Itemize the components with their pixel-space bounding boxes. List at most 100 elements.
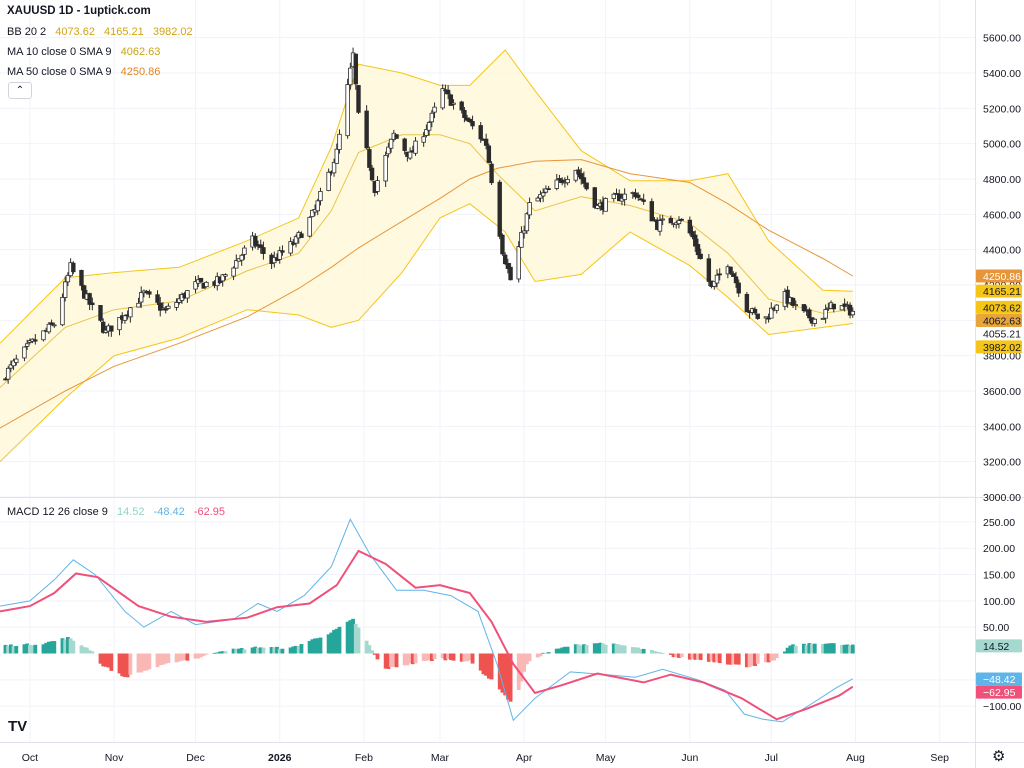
- legend-ma10[interactable]: MA 10 close 0 SMA 9 4062.63: [7, 45, 166, 59]
- macd-hist-bar-65: [250, 647, 255, 654]
- macd-hist-bar-9: [33, 644, 38, 654]
- time-tick-label-2: Dec: [186, 752, 205, 764]
- candle-45: [174, 298, 179, 311]
- time-axis[interactable]: Oct Nov Dec 2026 Feb Mar Apr May Jun Jul Aug Sep: [22, 752, 949, 764]
- candle-body-220: [839, 305, 845, 311]
- candle-199: [755, 313, 760, 320]
- candle-body-128: [486, 145, 492, 163]
- candle-143: [543, 185, 549, 194]
- candle-152: [578, 167, 584, 185]
- candle-body-174: [660, 218, 665, 221]
- candle-body-43: [163, 308, 168, 311]
- macd-hist-bar-82: [313, 638, 317, 654]
- macd-hist-bar-40: [155, 653, 160, 668]
- legend-macd-label: MACD 12 26 close 9: [7, 506, 108, 518]
- price-axis[interactable]: 3000.003200.003400.003600.003800.004000.…: [983, 33, 1021, 713]
- candle-body-127: [483, 138, 489, 146]
- candle-body-138: [524, 213, 530, 232]
- candle-body-137: [521, 230, 527, 234]
- candle-body-178: [676, 220, 682, 225]
- macd-hist-bar-81: [310, 639, 315, 654]
- macd-hist-bar-118: [448, 653, 453, 660]
- candle-body-223: [847, 304, 853, 316]
- candle-body-206: [785, 289, 790, 304]
- macd-hist-bar-155: [592, 643, 597, 654]
- macd-hist-bar-149: [565, 646, 570, 654]
- candle-body-111: [424, 129, 429, 136]
- legend-macd[interactable]: MACD 12 26 close 9 14.52 -48.42 -62.95: [7, 505, 231, 519]
- macd-hist-bar-112: [427, 653, 432, 661]
- tradingview-logo[interactable]: TV: [8, 718, 28, 735]
- macd-hist-bar-77: [294, 645, 298, 654]
- macd-hist-bar-196: [747, 653, 752, 668]
- macd-hist-bar-98: [372, 653, 377, 655]
- macd-hist-bar-192: [731, 653, 736, 665]
- macd-hist-bar-57: [218, 651, 222, 654]
- macd-hist-bar-200: [763, 653, 768, 663]
- candle-body-120: [459, 101, 464, 111]
- macd-tag-text-1: −48.42: [983, 674, 1016, 686]
- candle-43: [163, 306, 168, 314]
- candle-body-19: [71, 262, 76, 273]
- candle-185: [706, 253, 712, 287]
- macd-hist-bar-144: [546, 652, 551, 654]
- candle-body-131: [500, 234, 505, 255]
- macd-hist-bar-51: [196, 653, 201, 659]
- candle-107: [407, 147, 413, 161]
- candle-167: [636, 192, 641, 201]
- macd-hist-bar-83: [315, 638, 320, 654]
- candle-182: [693, 230, 698, 252]
- macd-hist-bar-101: [386, 653, 391, 669]
- macd-hist-bar-32: [123, 653, 127, 677]
- macd-tag-bg-2: [976, 685, 1022, 699]
- candle-body-179: [679, 218, 684, 221]
- candle-140: [535, 196, 540, 202]
- macd-hist-bar-47: [180, 653, 184, 661]
- macd-hist-bar-42: [161, 653, 165, 665]
- macd-hist-bar-123: [467, 653, 472, 661]
- candle-36: [139, 286, 144, 308]
- macd-line: [0, 518, 854, 723]
- macd-hist-bar-174: [660, 653, 665, 654]
- candle-180: [687, 216, 693, 236]
- candle-body-24: [90, 302, 95, 306]
- legend-ma50-label: MA 50 close 0 SMA 9: [7, 66, 112, 78]
- macd-hist-bar-134: [508, 653, 513, 702]
- macd-hist-bar-218: [829, 643, 833, 654]
- macd-hist-bar-176: [671, 653, 676, 658]
- candle-151: [576, 166, 581, 178]
- macd-hist-bar-41: [158, 653, 163, 666]
- candle-224: [850, 307, 855, 318]
- macd-hist-bar-209: [793, 645, 798, 654]
- candle-100: [383, 151, 388, 187]
- candle-body-30: [117, 316, 122, 331]
- candle-169: [641, 193, 646, 205]
- legend-bb-label: BB 20 2: [7, 26, 47, 38]
- gear-icon[interactable]: ⚙: [992, 748, 1006, 765]
- candle-52: [198, 277, 204, 283]
- candle-142: [540, 188, 546, 203]
- candle-95: [364, 105, 369, 150]
- macd-hist-bar-80: [307, 640, 312, 654]
- chevron-up-icon[interactable]: ⌃: [8, 82, 32, 99]
- candle-body-40: [155, 294, 160, 303]
- candle-body-152: [578, 173, 584, 180]
- macd-hist-bar-157: [598, 642, 603, 654]
- candle-body-85: [326, 171, 331, 191]
- candle-208: [790, 297, 796, 309]
- candle-61: [234, 254, 239, 269]
- candle-112: [426, 120, 432, 136]
- legend-ma50[interactable]: MA 50 close 0 SMA 9 4250.86: [7, 65, 166, 79]
- candle-body-125: [478, 125, 483, 140]
- candle-body-64: [242, 247, 247, 255]
- macd-hist-bar-117: [446, 653, 451, 659]
- candle-132: [502, 252, 508, 265]
- legend-bb[interactable]: BB 20 2 4073.62 4165.21 3982.02: [7, 25, 199, 39]
- time-tick-label-0: Oct: [22, 752, 38, 764]
- macd-hist-bar-121: [462, 653, 467, 662]
- candle-220: [839, 305, 845, 311]
- price-tick-label-10: 5000.00: [983, 139, 1021, 151]
- candle-body-49: [185, 290, 190, 299]
- macd-hist-bar-180: [687, 653, 692, 660]
